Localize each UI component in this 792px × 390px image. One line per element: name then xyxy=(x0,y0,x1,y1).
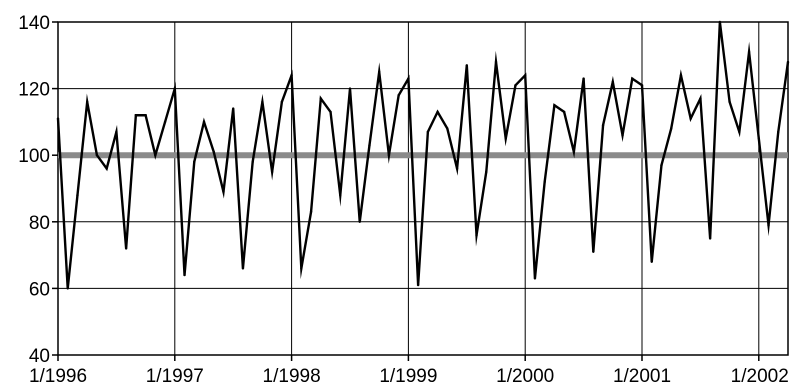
data-point-4 xyxy=(95,154,99,157)
x-tick-label: 1/1996 xyxy=(29,366,87,387)
data-point-59 xyxy=(631,77,634,80)
data-point-53 xyxy=(572,150,576,154)
data-point-39 xyxy=(436,110,439,114)
data-point-18 xyxy=(232,107,235,110)
data-point-21 xyxy=(261,100,264,104)
data-point-49 xyxy=(533,277,537,280)
data-point-29 xyxy=(339,193,342,197)
data-point-56 xyxy=(601,124,605,127)
data-point-51 xyxy=(553,104,556,107)
x-tick-label: 1/2000 xyxy=(496,366,554,387)
data-point-61 xyxy=(650,260,653,263)
plot-frame xyxy=(57,21,789,356)
data-point-6 xyxy=(115,130,118,134)
data-point-19 xyxy=(241,267,245,270)
data-point-11 xyxy=(163,120,167,124)
data-point-42 xyxy=(465,64,468,67)
data-point-28 xyxy=(329,110,332,114)
data-point-20 xyxy=(251,160,254,164)
data-point-43 xyxy=(475,233,478,237)
data-point-35 xyxy=(397,94,400,97)
y-tick-label: 100 xyxy=(18,146,50,167)
data-point-38 xyxy=(426,130,430,134)
data-points xyxy=(56,20,790,290)
data-point-75 xyxy=(786,60,790,64)
data-point-68 xyxy=(718,20,722,24)
y-tick-label: 40 xyxy=(29,346,50,367)
data-point-3 xyxy=(86,100,89,104)
data-point-70 xyxy=(738,130,741,134)
y-axis-ticks: 40 60 80 100 120 140 xyxy=(18,13,58,367)
data-point-13 xyxy=(183,273,186,277)
data-point-15 xyxy=(202,120,206,124)
data-point-12 xyxy=(173,87,176,90)
x-tick-label: 1/1999 xyxy=(379,366,437,387)
data-point-65 xyxy=(689,117,692,120)
data-point-48 xyxy=(524,74,527,77)
data-point-47 xyxy=(514,84,517,87)
data-point-45 xyxy=(494,60,498,64)
data-point-74 xyxy=(777,130,780,134)
data-point-17 xyxy=(222,190,225,194)
y-tick-label: 80 xyxy=(29,213,50,234)
data-point-37 xyxy=(416,283,420,287)
data-point-67 xyxy=(708,237,712,240)
data-point-46 xyxy=(504,137,507,140)
data-point-64 xyxy=(679,74,683,77)
data-point-0 xyxy=(56,117,60,120)
data-point-7 xyxy=(124,247,128,250)
data-point-31 xyxy=(358,220,361,223)
data-point-23 xyxy=(280,100,284,104)
data-point-72 xyxy=(757,137,760,140)
data-point-30 xyxy=(348,87,352,90)
data-point-9 xyxy=(144,114,147,117)
y-tick-label: 60 xyxy=(29,279,50,300)
data-point-14 xyxy=(193,160,196,164)
data-point-24 xyxy=(290,74,293,77)
data-point-60 xyxy=(640,84,644,87)
data-point-36 xyxy=(407,77,410,80)
data-point-73 xyxy=(767,223,770,227)
data-point-16 xyxy=(212,150,215,154)
data-point-26 xyxy=(309,210,313,214)
data-point-34 xyxy=(387,154,391,157)
data-point-58 xyxy=(621,134,624,137)
data-point-52 xyxy=(562,110,566,114)
data-point-25 xyxy=(300,267,303,270)
x-tick-label: 1/1998 xyxy=(263,366,321,387)
y-tick-label: 120 xyxy=(18,80,50,101)
data-point-5 xyxy=(105,167,108,170)
x-tick-label: 1/2001 xyxy=(613,366,671,387)
data-point-22 xyxy=(270,170,274,174)
data-point-1 xyxy=(66,287,69,290)
y-tick-label: 140 xyxy=(18,13,50,34)
data-point-57 xyxy=(611,80,614,84)
series-line xyxy=(56,21,790,289)
data-point-63 xyxy=(670,127,673,130)
data-point-44 xyxy=(485,170,488,174)
data-point-27 xyxy=(319,97,322,100)
data-point-33 xyxy=(378,70,381,74)
data-point-8 xyxy=(134,114,138,117)
data-point-69 xyxy=(728,100,731,104)
data-point-55 xyxy=(592,250,595,253)
data-point-62 xyxy=(660,163,663,167)
data-point-41 xyxy=(455,167,459,170)
x-tick-label: 1/1997 xyxy=(146,366,204,387)
data-point-66 xyxy=(699,97,702,100)
grid xyxy=(58,22,788,355)
data-point-40 xyxy=(446,127,449,130)
data-point-71 xyxy=(747,50,751,54)
x-axis-ticks: 1/1996 1/1997 1/1998 1/1999 1/2000 1/2001 1/20… xyxy=(29,355,789,387)
x-tick-label: 1/2002 xyxy=(731,366,789,387)
data-point-54 xyxy=(582,77,585,80)
data-point-2 xyxy=(76,193,79,197)
data-point-32 xyxy=(368,144,371,147)
data-point-50 xyxy=(543,180,546,184)
data-point-10 xyxy=(154,154,157,157)
